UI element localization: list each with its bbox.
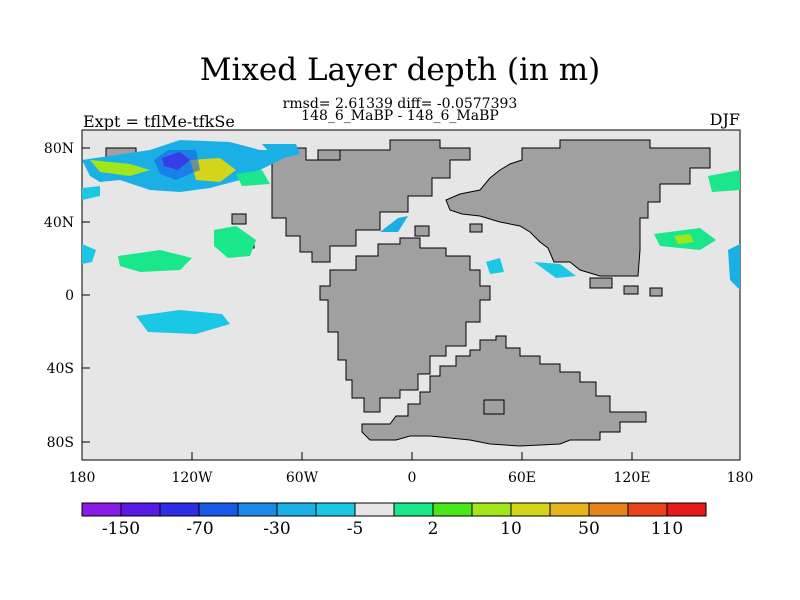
colorbar-swatch (666, 502, 707, 517)
colorbar-swatch (549, 502, 590, 517)
land-island-3 (414, 225, 430, 237)
colorbar-swatch (159, 502, 200, 517)
colorbar-swatch (510, 502, 551, 517)
land-south-west (319, 237, 491, 413)
patch-cyan-far-east (728, 244, 740, 290)
x-tick-label: 120W (171, 470, 213, 486)
season-label: DJF (709, 110, 740, 129)
patch-cyan-mid-south (486, 258, 504, 274)
colorbar-swatch (354, 502, 395, 517)
patch-green-arctic (236, 170, 270, 186)
subtitle: 148_6_MaBP - 148_6_MaBP (301, 108, 499, 124)
patch-cyan-north-mid (262, 144, 300, 160)
land-island-9 (483, 399, 505, 415)
colorbar-label: 110 (651, 519, 683, 539)
land-masses (105, 139, 711, 447)
x-tick-label: 60E (508, 470, 536, 486)
colorbar-label: -150 (102, 519, 140, 539)
patch-green-east (708, 170, 740, 192)
colorbar (81, 502, 707, 517)
colorbar-swatch (81, 502, 122, 517)
colorbar-swatch (588, 502, 629, 517)
patch-lightgreen-east (674, 234, 694, 244)
colorbar-swatch (393, 502, 434, 517)
colorbar-swatch (237, 502, 278, 517)
x-tick-label: 120E (614, 470, 651, 486)
x-tick-label: 180 (69, 470, 96, 486)
experiment-label: Expt = tflMe-tfkSe (83, 112, 235, 131)
colorbar-swatch (198, 502, 239, 517)
y-tick-label: 80S (47, 435, 74, 451)
axis-ticks (81, 147, 741, 460)
colorbar-label: 2 (428, 519, 439, 539)
land-island-1 (231, 213, 247, 225)
colorbar-label: -30 (263, 519, 290, 539)
y-tick-label: 40S (47, 361, 74, 377)
x-tick-label: 180 (727, 470, 754, 486)
colorbar-swatch (276, 502, 317, 517)
chart-title: Mixed Layer depth (in m) (199, 52, 601, 88)
patch-northpacific-blue (154, 150, 200, 180)
land-north-east (445, 139, 711, 277)
colorbar-label: -5 (347, 519, 364, 539)
patch-green-mid-pacific (118, 250, 192, 272)
patch-northpacific-green (90, 160, 150, 176)
y-tick-label: 0 (65, 288, 74, 304)
colorbar-label: 10 (500, 519, 522, 539)
stats-text: rmsd= 2.61339 diff= -0.0577393 (282, 96, 518, 112)
patch-cyan-south-pacific (136, 310, 230, 334)
land-island-6 (649, 287, 663, 297)
patch-cyan-north-west-edge (82, 186, 100, 200)
y-tick-label: 40N (44, 215, 74, 231)
colorbar-swatch (471, 502, 512, 517)
patch-green-east-pacific (214, 226, 256, 258)
colorbar-swatch (627, 502, 668, 517)
land-south-east (361, 335, 647, 447)
patch-cyan-north-atlantic (380, 216, 408, 232)
land-island-4 (589, 277, 613, 289)
anomaly-contours (82, 140, 740, 334)
land-island-7 (469, 223, 483, 233)
colorbar-swatch (432, 502, 473, 517)
y-tick-label: 80N (44, 141, 74, 157)
colorbar-label: 50 (578, 519, 600, 539)
land-island-5 (623, 285, 639, 295)
land-north-west (271, 139, 471, 263)
colorbar-swatch (120, 502, 161, 517)
x-tick-label: 0 (408, 470, 417, 486)
colorbar-label: -70 (186, 519, 213, 539)
patch-cyan-west-edge (82, 244, 96, 264)
patch-northpacific-yellow (190, 158, 236, 182)
patch-cyan-mid-east (534, 262, 576, 278)
land-north-arctic (317, 149, 341, 161)
colorbar-swatch (315, 502, 356, 517)
x-tick-label: 60W (286, 470, 319, 486)
